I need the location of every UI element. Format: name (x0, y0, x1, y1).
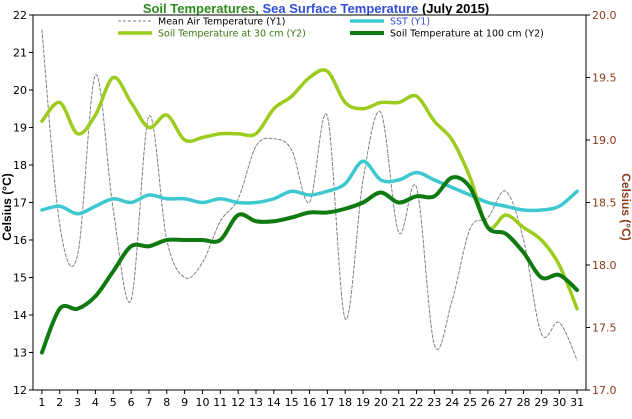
y1-tick-label: 22 (13, 9, 27, 22)
x-tick-label: 16 (303, 396, 317, 409)
y1-tick-label: 13 (13, 347, 27, 360)
legend-item-soil-30cm: Soil Temperature at 30 cm (Y2) (118, 29, 306, 40)
x-tick-label: 20 (374, 396, 388, 409)
chart-title-separator: , (255, 1, 262, 16)
series-layer (39, 29, 580, 361)
chart-title: Soil Temperatures, Sea Surface Temperatu… (143, 1, 489, 16)
legend-item-mean-air: Mean Air Temperature (Y1) (118, 17, 285, 28)
x-tick-label: 8 (163, 396, 170, 409)
x-tick-label: 3 (74, 396, 81, 409)
x-tick-label: 15 (285, 396, 299, 409)
series-line-mean-air-temperature (41, 29, 578, 361)
y2-tick-label: 18.5 (592, 197, 617, 210)
legend-item-sst: SST (Y1) (350, 17, 430, 28)
x-tick-label: 30 (552, 396, 566, 409)
x-tick-label: 11 (213, 396, 227, 409)
x-tick-label: 6 (128, 396, 135, 409)
x-tick-label: 7 (145, 396, 152, 409)
x-tick-label: 12 (231, 396, 245, 409)
x-tick-label: 19 (356, 396, 370, 409)
x-tick-label: 2 (56, 396, 63, 409)
x-tick-label: 10 (195, 396, 209, 409)
y1-tick-label: 16 (13, 234, 27, 247)
x-tick-label: 18 (338, 396, 352, 409)
x-tick-label: 17 (320, 396, 334, 409)
legend-label: SST (Y1) (390, 17, 430, 28)
y1-tick-label: 21 (13, 47, 27, 60)
x-tick-label: 9 (181, 396, 188, 409)
x-tick-label: 27 (499, 396, 513, 409)
y2-tick-label: 19.5 (592, 72, 617, 85)
legend-item-soil-100cm: Soil Temperature at 100 cm (Y2) (350, 29, 544, 40)
x-tick-label: 25 (463, 396, 477, 409)
x-tick-label: 31 (570, 396, 584, 409)
y1-tick-label: 20 (13, 84, 27, 97)
legend: Mean Air Temperature (Y1) SST (Y1)Soil Te… (118, 17, 544, 40)
y2-tick-label: 17.5 (592, 322, 617, 335)
x-tick-label: 5 (110, 396, 117, 409)
y2-axis-label: Celsius (°C) (619, 173, 632, 240)
series-line-sst (40, 159, 579, 216)
x-tick-label: 21 (392, 396, 406, 409)
y2-tick-label: 18.0 (592, 259, 617, 272)
legend-label: Soil Temperature at 30 cm (Y2) (158, 29, 306, 40)
y2-tick-label: 17.0 (592, 384, 617, 397)
axes-layer: 121314151617181920212217.017.518.018.519… (13, 9, 617, 409)
x-tick-label: 28 (517, 396, 531, 409)
series-line-soil-100cm (39, 175, 580, 355)
x-tick-label: 13 (249, 396, 263, 409)
y2-tick-label: 19.0 (592, 134, 617, 147)
x-tick-label: 26 (481, 396, 495, 409)
y1-axis-label: Celsius (°C) (0, 173, 14, 240)
x-tick-label: 14 (267, 396, 281, 409)
chart-title-part-soil: Soil Temperatures (143, 1, 255, 16)
y1-tick-label: 17 (13, 197, 27, 210)
chart-title-part-date: (July 2015) (418, 1, 489, 16)
legend-label: Soil Temperature at 100 cm (Y2) (390, 29, 544, 40)
x-tick-label: 4 (92, 396, 99, 409)
x-tick-label: 1 (38, 396, 45, 409)
chart-title-part-sst: Sea Surface Temperature (263, 1, 419, 16)
y1-tick-label: 18 (13, 159, 27, 172)
y1-tick-label: 19 (13, 122, 27, 135)
legend-label: Mean Air Temperature (Y1) (158, 17, 285, 28)
x-tick-label: 22 (410, 396, 424, 409)
y1-tick-label: 12 (13, 384, 27, 397)
x-tick-label: 23 (427, 396, 441, 409)
y2-tick-label: 20.0 (592, 9, 617, 22)
x-tick-label: 24 (445, 396, 459, 409)
x-tick-label: 29 (534, 396, 548, 409)
y1-tick-label: 15 (13, 272, 27, 285)
y1-tick-label: 14 (13, 309, 27, 322)
